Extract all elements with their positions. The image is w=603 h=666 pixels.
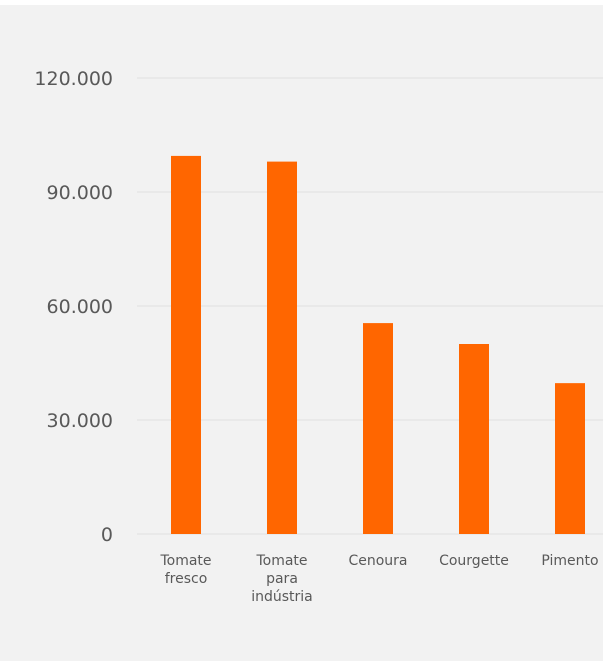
y-tick-label: 60.000 (47, 296, 113, 318)
x-tick-label: Cenoura (348, 553, 407, 569)
y-tick-label: 0 (101, 524, 113, 546)
x-tick-label: Tomate para indústria (251, 553, 313, 605)
bars (171, 155, 585, 534)
bar (555, 383, 585, 534)
bar (171, 155, 201, 534)
gridlines (137, 77, 603, 535)
x-tick-label: Courgette (439, 553, 509, 569)
chart-area: 0 30.000 60.000 90.000 120.000 Tomate fresco T… (0, 5, 603, 661)
y-tick-label: 90.000 (47, 182, 113, 204)
bar (459, 344, 489, 534)
x-tick-label: Tomate fresco (159, 553, 211, 587)
y-tick-label: 30.000 (47, 410, 113, 432)
y-tick-label: 120.000 (34, 68, 113, 90)
bar (267, 161, 297, 534)
x-tick-label: Pimento (541, 553, 598, 569)
y-axis-ticks: 0 30.000 60.000 90.000 120.000 (34, 68, 113, 546)
bar (363, 323, 393, 534)
x-axis-ticks: Tomate fresco Tomate para indústria Cenoura Co… (159, 553, 598, 605)
